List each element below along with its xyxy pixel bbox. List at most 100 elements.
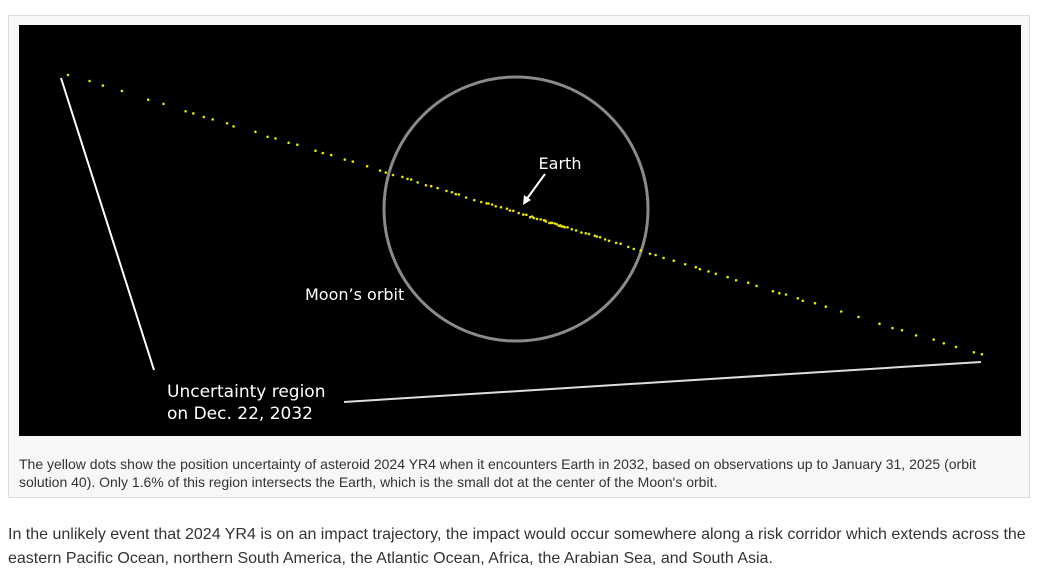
moon-orbit-label: Moon’s orbit (305, 285, 404, 304)
uncertainty-dot (66, 73, 70, 77)
uncertainty-dot (683, 263, 687, 266)
earth-arrow-head (523, 195, 531, 205)
uncertainty-dot (857, 315, 860, 319)
uncertainty-dot (595, 235, 599, 238)
uncertainty-dot (479, 200, 483, 204)
uncertainty-dot (627, 245, 630, 249)
uncertainty-dot (505, 207, 509, 210)
uncertainty-dot (343, 158, 347, 161)
uncertainty-dot (598, 236, 602, 239)
uncertainty-dot (184, 110, 187, 113)
uncertainty-dot (211, 118, 214, 121)
uncertainty-dot (525, 213, 528, 217)
pointer-line (60, 77, 155, 371)
uncertainty-dot (801, 299, 805, 303)
uncertainty-dot (487, 202, 490, 205)
uncertainty-dot (980, 353, 984, 356)
uncertainty-dot (401, 175, 404, 179)
uncertainty-dot (321, 151, 325, 155)
uncertainty-dot (796, 297, 800, 300)
uncertainty-dot (603, 238, 607, 241)
uncertainty-dot (472, 198, 476, 202)
uncertainty-dot (539, 218, 542, 221)
uncertainty-dot (490, 203, 494, 206)
uncertainty-dot (424, 184, 428, 187)
uncertainty-dot (146, 98, 150, 101)
uncertainty-dot (454, 192, 458, 196)
uncertainty-dot (707, 270, 710, 273)
uncertainty-dot (574, 229, 578, 232)
uncertainty-dot (384, 171, 388, 174)
uncertainty-dot (878, 322, 881, 326)
uncertainty-dot (120, 89, 124, 93)
uncertainty-dot (162, 102, 165, 106)
uncertainty-dot (436, 186, 439, 190)
uncertainty-dot (698, 267, 702, 271)
uncertainty-dot (566, 226, 569, 229)
body-paragraph: In the unlikely event that 2024 YR4 is o… (8, 526, 1026, 567)
uncertainty-dot (101, 84, 105, 87)
uncertainty-dot (584, 232, 588, 235)
uncertainty-dot (614, 241, 618, 245)
uncertainty-dot (672, 259, 676, 262)
uncertainty-dot (891, 326, 894, 330)
uncertainty-dot (450, 191, 454, 194)
figure-caption: The yellow dots show the position uncert… (19, 456, 977, 490)
uncertainty-dot (494, 205, 498, 208)
uncertainty-dot (445, 189, 448, 193)
uncertainty-dot (192, 112, 195, 115)
uncertainty-dot (544, 220, 548, 223)
uncertainty-dot (694, 265, 698, 269)
uncertainty-dot (416, 181, 420, 184)
uncertainty-dot (563, 225, 567, 229)
uncertainty-dot (329, 153, 333, 157)
uncertainty-dot (900, 328, 904, 332)
uncertainty-dot (429, 184, 433, 188)
uncertainty-dot (771, 289, 775, 293)
uncertainty-dot (522, 213, 525, 216)
uncertainty-dot (824, 305, 828, 309)
uncertainty-dot (287, 141, 290, 145)
uncertainty-dot (778, 291, 781, 295)
uncertainty-dot (654, 253, 657, 257)
uncertainty-dot (512, 209, 515, 213)
uncertainty-dot (632, 247, 636, 251)
uncertainty-dot (587, 232, 591, 236)
uncertainty-dot (648, 252, 652, 256)
uncertainty-dot (508, 209, 512, 212)
uncertainty-dot (296, 143, 299, 146)
uncertainty-dot (813, 301, 817, 305)
uncertainty-dot (485, 202, 488, 205)
figure-image: Earth Moon’s orbit Uncertainty region on… (19, 25, 1021, 436)
uncertainty-dot (607, 239, 611, 243)
uncertainty-dot (457, 193, 461, 196)
uncertainty-dot (409, 178, 413, 181)
uncertainty-dot (464, 196, 468, 199)
earth-label: Earth (539, 154, 582, 173)
uncertainty-dot (550, 221, 554, 225)
uncertainty-dot (570, 228, 574, 231)
uncertainty-dot (619, 242, 622, 245)
uncertainty-dot (914, 334, 918, 337)
uncertainty-dot (499, 206, 503, 209)
uncertainty-dot (225, 122, 229, 125)
uncertainty-dot (746, 281, 750, 285)
uncertainty-dot (555, 223, 559, 226)
uncertainty-label: on Dec. 22, 2032 (167, 404, 313, 424)
uncertainty-dots (66, 73, 984, 356)
uncertainty-dot (266, 135, 269, 139)
uncertainty-dot (378, 169, 382, 172)
uncertainty-dot (391, 173, 395, 177)
uncertainty-dot (351, 160, 355, 163)
uncertainty-dot (406, 177, 409, 181)
uncertainty-dot (932, 338, 935, 341)
uncertainty-dot (528, 215, 532, 219)
uncertainty-dot (714, 272, 718, 276)
uncertainty-dot (88, 79, 91, 83)
uncertainty-dot (726, 275, 729, 279)
uncertainty-dot (535, 217, 539, 221)
pointer-line (343, 361, 982, 403)
uncertainty-dot (942, 342, 946, 345)
moon-orbit-circle (382, 75, 650, 343)
